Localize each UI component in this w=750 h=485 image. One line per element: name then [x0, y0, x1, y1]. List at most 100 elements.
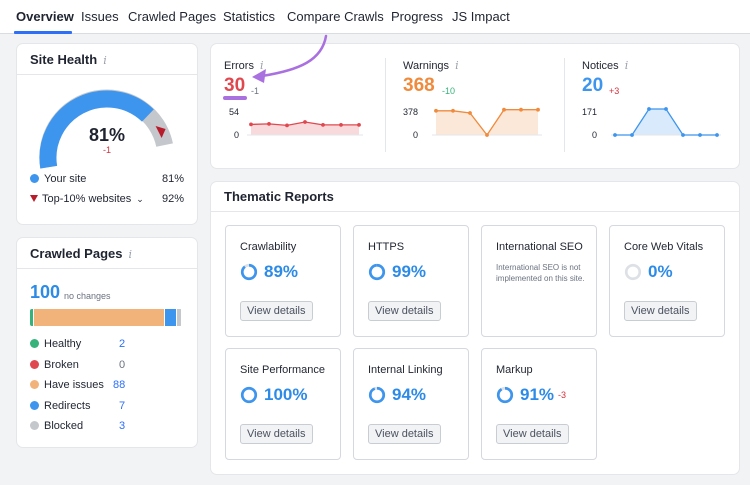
report-name: Site Performance: [240, 364, 325, 376]
sparkline-point[interactable]: [339, 123, 343, 127]
tab-overview[interactable]: Overview: [16, 9, 74, 24]
sparkline-point[interactable]: [468, 111, 472, 115]
sparkline-point[interactable]: [434, 108, 438, 113]
errors-delta: -1: [251, 86, 260, 96]
notices-delta: +3: [609, 86, 620, 96]
tab-crawled-pages[interactable]: Crawled Pages: [128, 9, 217, 24]
report-name: Internal Linking: [368, 364, 443, 376]
legend-your-site: Your site: [30, 173, 86, 185]
sparkline-point[interactable]: [536, 107, 540, 112]
report-score: 99%: [368, 262, 426, 282]
info-icon[interactable]: i: [103, 54, 107, 67]
tab-issues[interactable]: Issues: [81, 9, 119, 24]
thematic-reports-title: Thematic Reports: [224, 189, 334, 204]
tab-js-impact[interactable]: JS Impact: [452, 9, 510, 24]
view-details-button[interactable]: View details: [240, 301, 313, 321]
report-card-crawlability: Crawlability 89% View details: [225, 225, 341, 337]
top-nav: Overview Issues Crawled Pages Statistics…: [0, 0, 750, 34]
crawled-pages-note: no changes: [64, 291, 111, 301]
view-details-button[interactable]: View details: [496, 424, 569, 444]
report-score-value: 91%: [520, 385, 555, 404]
crawled-row-value[interactable]: 88: [113, 379, 126, 391]
crawled-row-value[interactable]: 2: [119, 338, 126, 350]
sparkline-point[interactable]: [664, 107, 668, 111]
tab-statistics[interactable]: Statistics: [223, 9, 276, 24]
gauge-fill: [39, 90, 154, 169]
tab-progress[interactable]: Progress: [391, 9, 444, 24]
sparkline-point[interactable]: [519, 107, 523, 112]
crawled-row-have-issues[interactable]: Have issues: [30, 379, 104, 391]
sparkline-point[interactable]: [249, 122, 253, 127]
ring-fill: [240, 263, 258, 281]
health-delta: -1: [102, 145, 111, 155]
sparkline-point[interactable]: [303, 120, 307, 124]
report-card-https: HTTPS 99% View details: [353, 225, 469, 337]
report-name: Core Web Vitals: [624, 241, 704, 253]
annotation-arrow: [223, 34, 328, 100]
sparkline-point[interactable]: [502, 107, 506, 112]
notices-label: Notices: [582, 60, 619, 72]
warnings-sparkline: [432, 107, 542, 137]
sparkline-point[interactable]: [285, 123, 289, 128]
info-icon[interactable]: i: [259, 59, 264, 72]
bar-segment-blocked[interactable]: [176, 309, 181, 326]
ring-fill: [240, 386, 258, 404]
triangle-down-icon: [30, 195, 38, 202]
crawled-row-broken[interactable]: Broken: [30, 359, 79, 371]
view-details-button[interactable]: View details: [624, 301, 697, 321]
sparkline-point[interactable]: [630, 133, 634, 137]
sparkline-point[interactable]: [681, 133, 685, 137]
divider: [17, 74, 197, 75]
bar-segment-have-issues[interactable]: [33, 309, 165, 326]
info-icon[interactable]: i: [624, 59, 629, 72]
crawled-row-value[interactable]: 3: [119, 420, 126, 432]
divider: [211, 211, 739, 212]
sparkline-point[interactable]: [715, 133, 719, 137]
bar-segment-redirects[interactable]: [165, 309, 176, 326]
sparkline-point[interactable]: [485, 133, 489, 137]
your-site-value: 81%: [161, 173, 184, 185]
crawled-row-healthy[interactable]: Healthy: [30, 338, 81, 350]
view-details-button[interactable]: View details: [368, 424, 441, 444]
sparkline-point[interactable]: [357, 123, 361, 127]
crawled-row-blocked[interactable]: Blocked: [30, 420, 83, 432]
crawled-row-value[interactable]: 7: [119, 399, 126, 412]
legend-top10[interactable]: Top-10% websites ⌄: [30, 193, 144, 205]
bar-segment-healthy[interactable]: [30, 309, 33, 326]
info-icon[interactable]: i: [455, 59, 459, 72]
crawled-row-label: Healthy: [44, 338, 82, 350]
site-health-card: Site Health i 81% -1 Your site 81% Top-10…: [17, 44, 197, 224]
sparkline-point[interactable]: [267, 122, 271, 126]
sparkline-point[interactable]: [451, 108, 455, 113]
blocked-dot-icon: [30, 421, 39, 430]
have-issues-dot-icon: [30, 380, 39, 389]
tab-compare-crawls[interactable]: Compare Crawls: [287, 9, 384, 24]
view-details-button[interactable]: View details: [368, 301, 441, 321]
thematic-reports-card: Thematic Reports Crawlability 89% View det…: [211, 182, 739, 474]
sparkline-point[interactable]: [613, 133, 617, 137]
crawled-pages-bar[interactable]: [30, 309, 182, 326]
sparkline-point[interactable]: [321, 123, 325, 127]
info-icon[interactable]: i: [128, 248, 133, 261]
sparkline-point[interactable]: [647, 107, 651, 111]
divider: [564, 58, 565, 152]
view-details-button[interactable]: View details: [240, 424, 313, 444]
report-score-value: 99%: [392, 262, 427, 281]
errors-value[interactable]: 30: [224, 75, 246, 96]
notices-value[interactable]: 20: [582, 75, 604, 96]
crawled-row-value: 0: [119, 358, 126, 371]
notices-sparkline: [611, 107, 721, 137]
report-score: 0%: [624, 262, 673, 282]
sparkline-area: [436, 109, 538, 135]
errors-label: Errors: [224, 60, 254, 72]
redirects-dot-icon: [30, 400, 39, 410]
warnings-value[interactable]: 368: [403, 75, 435, 96]
warnings-label: Warnings: [403, 60, 450, 72]
errors-axis-max: 54: [228, 107, 239, 117]
sparkline-point[interactable]: [698, 133, 702, 137]
health-gauge: [39, 89, 173, 169]
chevron-down-icon[interactable]: ⌄: [136, 194, 144, 204]
metrics-card: Errors i 30 -1 54 0 Warnings i 368 -10 378…: [211, 44, 739, 168]
crawled-row-redirects[interactable]: Redirects: [30, 400, 90, 412]
notices-axis-min: 0: [591, 130, 597, 140]
